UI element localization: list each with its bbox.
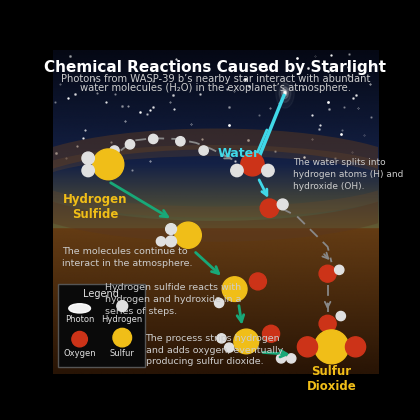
Circle shape: [175, 222, 201, 248]
Circle shape: [336, 312, 346, 321]
Text: Legend: Legend: [84, 289, 119, 299]
Circle shape: [82, 164, 94, 177]
Circle shape: [199, 146, 208, 155]
Text: Photons from WASP-39 b’s nearby star interact with abundant: Photons from WASP-39 b’s nearby star int…: [60, 74, 370, 84]
Circle shape: [319, 315, 336, 332]
Circle shape: [93, 149, 124, 180]
Circle shape: [217, 334, 226, 343]
Text: The water splits into
hydrogen atoms (H) and
hydroxide (OH).: The water splits into hydrogen atoms (H)…: [293, 158, 403, 191]
Text: Water: Water: [218, 147, 260, 160]
Circle shape: [125, 140, 135, 149]
Circle shape: [319, 265, 336, 282]
Circle shape: [165, 223, 176, 234]
Ellipse shape: [283, 89, 287, 96]
Text: Hydrogen: Hydrogen: [102, 315, 143, 324]
Circle shape: [297, 337, 318, 357]
Circle shape: [231, 164, 243, 177]
Circle shape: [72, 331, 87, 347]
Text: Sulfur: Sulfur: [110, 349, 135, 358]
Circle shape: [262, 164, 274, 177]
Circle shape: [222, 277, 247, 302]
Text: Sulfur
Dioxide: Sulfur Dioxide: [307, 365, 357, 393]
Ellipse shape: [284, 92, 286, 94]
Circle shape: [215, 298, 224, 307]
Circle shape: [241, 153, 264, 176]
Circle shape: [335, 265, 344, 275]
Circle shape: [277, 199, 288, 210]
Text: Chemical Reactions Caused by Starlight: Chemical Reactions Caused by Starlight: [44, 60, 386, 75]
Circle shape: [346, 337, 365, 357]
Text: The process strips hydrogen
and adds oxygen, eventually
producing sulfur dioxide: The process strips hydrogen and adds oxy…: [145, 334, 283, 366]
Text: Oxygen: Oxygen: [63, 349, 96, 358]
Circle shape: [276, 354, 286, 363]
Circle shape: [156, 237, 165, 246]
Circle shape: [149, 134, 158, 144]
Circle shape: [315, 330, 349, 364]
Text: The molecules continue to
interact in the atmosphere.: The molecules continue to interact in th…: [62, 247, 192, 268]
Text: Hydrogen sulfide reacts with
hydrogen and hydroxide in a
series of steps.: Hydrogen sulfide reacts with hydrogen an…: [105, 283, 241, 315]
Circle shape: [260, 199, 279, 218]
Circle shape: [113, 328, 131, 347]
Ellipse shape: [284, 91, 286, 94]
Circle shape: [110, 146, 119, 155]
Ellipse shape: [69, 304, 90, 313]
Text: water molecules (H₂O) in the exoplanet’s atmosphere.: water molecules (H₂O) in the exoplanet’s…: [80, 83, 351, 93]
Text: Hydrogen
Sulfide: Hydrogen Sulfide: [63, 193, 127, 221]
Circle shape: [249, 273, 266, 290]
Ellipse shape: [279, 83, 291, 102]
Circle shape: [165, 236, 176, 247]
Circle shape: [82, 152, 94, 164]
Circle shape: [234, 329, 259, 354]
Circle shape: [225, 343, 234, 352]
FancyBboxPatch shape: [58, 284, 145, 367]
Ellipse shape: [281, 87, 289, 99]
Circle shape: [117, 301, 128, 312]
Circle shape: [286, 354, 296, 363]
Circle shape: [176, 136, 185, 146]
Text: Photon: Photon: [65, 315, 94, 324]
Circle shape: [262, 326, 280, 342]
